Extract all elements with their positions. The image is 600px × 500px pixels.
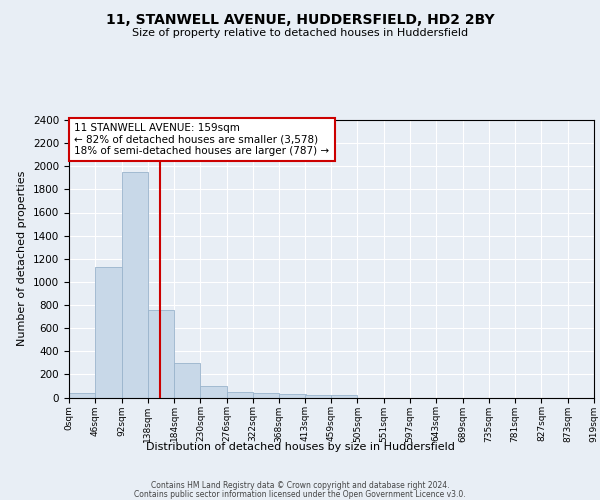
Text: Size of property relative to detached houses in Huddersfield: Size of property relative to detached ho…: [132, 28, 468, 38]
Text: Contains HM Land Registry data © Crown copyright and database right 2024.: Contains HM Land Registry data © Crown c…: [151, 481, 449, 490]
Text: 11, STANWELL AVENUE, HUDDERSFIELD, HD2 2BY: 11, STANWELL AVENUE, HUDDERSFIELD, HD2 2…: [106, 12, 494, 26]
Bar: [174, 364, 200, 398]
Bar: [253, 393, 279, 398]
Bar: [95, 267, 122, 398]
Bar: [331, 395, 358, 398]
Text: 11 STANWELL AVENUE: 159sqm
← 82% of detached houses are smaller (3,578)
18% of s: 11 STANWELL AVENUE: 159sqm ← 82% of deta…: [74, 123, 329, 156]
Bar: [279, 394, 305, 398]
Text: Distribution of detached houses by size in Huddersfield: Distribution of detached houses by size …: [146, 442, 454, 452]
Bar: [200, 386, 227, 398]
Y-axis label: Number of detached properties: Number of detached properties: [17, 171, 28, 346]
Bar: [227, 392, 253, 398]
Bar: [122, 172, 148, 398]
Bar: [69, 393, 95, 398]
Bar: [305, 395, 331, 398]
Text: Contains public sector information licensed under the Open Government Licence v3: Contains public sector information licen…: [134, 490, 466, 499]
Bar: [148, 310, 174, 398]
